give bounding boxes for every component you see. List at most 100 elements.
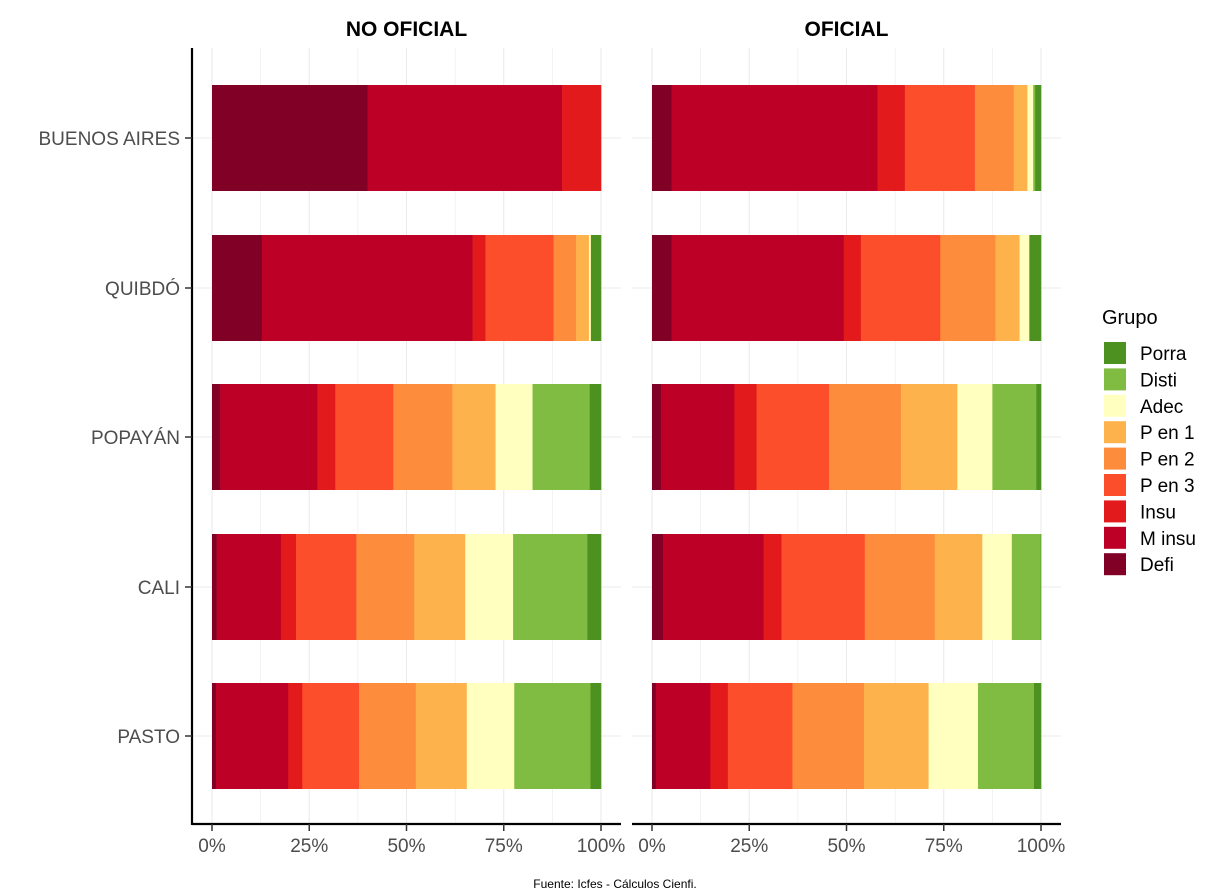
bar-segment-no-oficial-cali-p-en-3 [296,534,357,640]
bar-segment-oficial-popayan-defi [652,384,662,490]
bar-segment-oficial-cali-m-insu [662,534,764,640]
legend-swatch-porra [1104,342,1126,364]
bar-segment-no-oficial-buenos-aires-m-insu [367,85,563,191]
bar-segment-no-oficial-quibdo-p-en-3 [485,235,554,341]
bar-segment-no-oficial-pasto-p-en-1 [415,683,468,789]
x-tick-label: 75% [485,836,523,857]
bar-segment-oficial-popayan-p-en-2 [828,384,902,490]
facet-title-oficial: OFICIAL [805,18,889,41]
legend-swatch-m-insu [1104,526,1126,549]
bar-segment-oficial-cali-defi [652,534,664,640]
bar-segment-no-oficial-cali-m-insu [216,534,282,640]
x-tick-label: 100% [1017,836,1066,857]
bar-segment-oficial-cali-p-en-3 [781,534,866,640]
bar-segment-no-oficial-popayan-m-insu [220,384,318,490]
bar-segment-no-oficial-popayan-p-en-3 [335,384,394,490]
bar-segment-oficial-quibdo-m-insu [671,235,845,341]
bar-segment-no-oficial-pasto-porra [590,683,602,789]
bar-segment-no-oficial-quibdo-m-insu [261,235,473,341]
bar-segment-no-oficial-quibdo-insu [472,235,486,341]
bar-segment-oficial-buenos-aires-disti [1033,85,1036,191]
bar-segment-no-oficial-quibdo-p-en-2 [553,235,577,341]
legend-label-defi: Defi [1140,555,1174,576]
bar-segment-oficial-quibdo-p-en-3 [860,235,941,341]
bar-segment-oficial-quibdo-insu [843,235,862,341]
bar-segment-oficial-quibdo-p-en-2 [940,235,996,341]
y-tick-label-buenos-aires: BUENOS AIRES [39,129,181,150]
bar-segment-no-oficial-cali-porra [587,534,602,640]
bar-segment-oficial-pasto-porra [1033,683,1042,789]
bar-segment-oficial-buenos-aires-p-en-2 [974,85,1015,191]
legend-swatch-p-en-3 [1104,474,1126,496]
x-tick-label: 75% [925,836,963,857]
facet-titles: NO OFICIAL OFICIAL [346,18,889,41]
bar-segment-oficial-popayan-adec [957,384,993,490]
bar-segment-no-oficial-pasto-m-insu [215,683,289,789]
bar-segment-oficial-cali-insu [763,534,782,640]
x-tick-label: 25% [730,836,768,857]
bar-segment-oficial-quibdo-p-en-1 [995,235,1020,341]
y-tick-label-popayan: POPAYÁN [91,428,180,449]
bar-segment-oficial-buenos-aires-p-en-3 [904,85,976,191]
legend-swatch-p-en-1 [1104,421,1126,444]
bar-segment-no-oficial-popayan-adec [495,384,533,490]
bar-segment-oficial-buenos-aires-insu [877,85,906,191]
bar-segment-oficial-buenos-aires-adec [1027,85,1034,191]
bar-segment-oficial-pasto-disti [977,683,1035,789]
legend-swatch-adec [1104,394,1126,417]
x-tick-label: 100% [577,836,626,857]
axes: 0% 25% 50% 75% 100% 0% 25% 50% 75% 100% BUENOS AIR… [39,48,1066,857]
bar-segment-oficial-quibdo-porra [1029,235,1042,341]
y-tick-label-pasto: PASTO [117,727,180,748]
bar-segment-no-oficial-pasto-adec [466,683,515,789]
bar-segment-no-oficial-quibdo-porra [590,235,602,341]
bar-segment-oficial-popayan-p-en-1 [900,384,958,490]
bar-segment-no-oficial-buenos-aires-defi [212,85,368,191]
bar-segment-oficial-cali-disti [1011,534,1041,640]
x-tick-label: 25% [290,836,328,857]
bar-segment-no-oficial-pasto-p-en-3 [302,683,360,789]
facet-title-no-oficial: NO OFICIAL [346,18,467,41]
bar-segment-oficial-pasto-m-insu [655,683,711,789]
y-tick-label-cali: CALI [138,578,180,599]
bar-segment-oficial-popayan-porra [1036,384,1042,490]
bar-segment-oficial-popayan-m-insu [660,384,735,490]
bar-segment-no-oficial-pasto-disti [514,683,591,789]
bar-segment-oficial-pasto-insu [710,683,729,789]
bar-segment-oficial-pasto-adec [928,683,979,789]
legend-swatch-disti [1104,368,1126,391]
bar-segment-oficial-quibdo-adec [1019,235,1030,341]
bar-segment-no-oficial-popayan-defi [212,384,221,490]
legend-label-p-en-1: P en 1 [1140,423,1195,444]
bar-segment-no-oficial-quibdo-defi [212,235,263,341]
bar-segment-oficial-buenos-aires-m-insu [671,85,878,191]
bar-segment-no-oficial-pasto-defi [212,683,217,789]
x-tick-label: 50% [827,836,865,857]
bar-segment-oficial-popayan-disti [992,384,1037,490]
y-tick-label-quibdo: QUIBDÓ [105,278,180,300]
bar-segment-no-oficial-pasto-insu [288,683,303,789]
x-tick-label: 0% [638,836,666,857]
legend-swatch-p-en-2 [1104,447,1126,470]
bar-segment-oficial-pasto-defi [652,683,657,789]
bars [212,85,1042,789]
bar-segment-no-oficial-popayan-p-en-2 [393,384,453,490]
bar-segment-oficial-pasto-p-en-2 [792,683,865,789]
legend-label-porra: Porra [1140,344,1187,365]
bar-segment-no-oficial-popayan-p-en-1 [452,384,496,490]
bar-segment-no-oficial-cali-p-en-1 [414,534,466,640]
bar-segment-oficial-cali-p-en-2 [864,534,936,640]
x-tick-label: 50% [387,836,425,857]
bar-segment-oficial-cali-porra [1040,534,1042,640]
bar-segment-oficial-quibdo-defi [652,235,672,341]
bar-segment-oficial-buenos-aires-defi [652,85,672,191]
bar-segment-oficial-pasto-p-en-3 [727,683,793,789]
bar-segment-oficial-popayan-p-en-3 [756,384,830,490]
legend-label-m-insu: M insu [1140,529,1196,550]
legend-swatch-insu [1104,500,1126,523]
bar-segment-no-oficial-buenos-aires-insu [562,85,602,191]
bar-segment-no-oficial-quibdo-p-en-1 [576,235,590,341]
source-caption: Fuente: Icfes - Cálculos Cienfi. [533,877,696,891]
bar-segment-oficial-buenos-aires-p-en-1 [1013,85,1028,191]
